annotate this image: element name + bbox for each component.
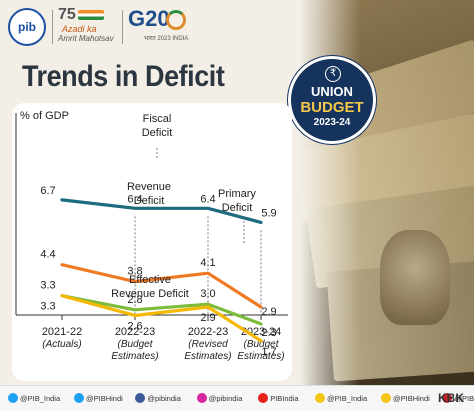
g20-subtitle: भारत 2023 INDIA [144,36,189,42]
x-tick-label: 2022-23 [188,326,228,338]
series-line [60,294,263,343]
social-link[interactable]: @PIBHindi [381,393,430,403]
divider [52,10,53,44]
series-annotation: Revenue Deficit [111,288,189,300]
social-link[interactable]: @PIB_India [315,393,367,403]
pinterest-icon [442,393,453,403]
g20-logo-text: G20 [128,6,170,31]
series-annotation: Primary [218,188,256,200]
pib-logo: pib [8,8,46,46]
data-label: 5.9 [261,207,276,219]
x-tick-label: 2022-23 [115,326,155,338]
series-annotation: Revenue [127,181,171,193]
x-tick-label: (Actuals) [42,339,81,350]
x-tick-label: (Budget [243,339,279,350]
chart-panel: % of GDP 2021-22 (Actuals) 2022-23 (Budget Es… [12,103,292,381]
social-link[interactable]: @PIB_India [8,393,60,403]
data-label: 6.7 [40,185,55,197]
header-logos: pib 75 Azadi ka Amrit Mahotsav G20 भारत … [0,0,300,52]
series-annotation: Deficit [142,127,173,139]
social-link[interactable]: @pibindia [196,393,243,403]
series-annotation: Fiscal [143,113,172,125]
x-tick-label: (Budget [117,339,153,350]
lotus-icon [166,10,186,30]
pib-logo-text: pib [18,20,36,34]
facebook-icon [135,393,146,403]
badge-line3: 2023-24 [313,117,351,128]
social-link[interactable]: @PIBHindi [74,393,123,403]
footer-social-bar: @PIB_India @PIBHindi @pibindia @pibindia PIB… [0,385,474,411]
instagram-icon [196,393,207,403]
x-tick-label: 2021-22 [42,326,82,338]
data-label: 2.8 [127,294,142,306]
social-handle: @pibindia [208,393,243,403]
union-budget-badge: ₹ UNION BUDGET 2023-24 [288,56,376,144]
social-link[interactable]: PIBIndia [258,393,299,403]
data-label: 3.8 [127,266,142,278]
data-label: 6.4 [127,193,142,205]
azadi-line1: Azadi ka [62,24,97,34]
social-handle: @PIB_India [20,393,61,403]
social-handle: @PIBHindi [86,393,123,403]
page-title: Trends in Deficit [22,60,225,93]
azadi-number: 75 [58,6,76,23]
series-line [60,198,263,225]
social-handle: @pibindia [147,393,181,403]
social-handle: @PIBIndia [454,393,474,403]
azadi-ka-amrit-mahotsav-logo: 75 Azadi ka Amrit Mahotsav [58,6,118,46]
data-label: 3.3 [40,301,55,313]
data-label: 2.9 [261,306,276,318]
x-tick-label: Estimates) [237,351,284,362]
data-label: 4.4 [40,249,55,261]
youtube-icon [258,393,269,403]
twitter-icon [74,393,84,403]
data-label: 4.1 [200,257,215,269]
flag-icon [78,10,104,20]
social-handle: @PIBHindi [393,393,430,403]
rupee-icon: ₹ [325,66,341,82]
series-annotation: Deficit [134,195,165,207]
social-link[interactable]: @pibindia [135,393,181,403]
banknote-portrait [380,230,450,325]
x-tick-label: Estimates) [111,351,158,362]
social-handle: @PIB_India [327,393,368,403]
y-axis-label: % of GDP [20,110,69,122]
x-tick-label: Estimates) [184,351,231,362]
badge-line1: UNION [311,84,353,99]
data-label: 3.0 [200,288,215,300]
koo-icon [381,393,391,403]
social-link[interactable]: @PIBIndia [442,393,474,403]
social-handle: PIBIndia [270,393,299,403]
data-label: 2.3 [261,327,276,339]
series-line [60,294,263,326]
koo-icon [315,393,325,403]
azadi-line2: Amrit Mahotsav [58,34,114,43]
data-label: 1.7 [261,346,276,358]
deficit-line-chart: % of GDP2021-22(Actuals)2022-23(BudgetEs… [15,110,288,362]
brand-mark: KBK [438,391,464,405]
x-tick-label: (Revised [188,339,228,350]
badge-line2: BUDGET [300,99,364,116]
data-label: 6.4 [200,193,215,205]
data-label: 2.9 [200,312,215,324]
g20-logo: G20 भारत 2023 INDIA [128,6,198,46]
data-label: 2.6 [127,320,142,332]
data-label: 3.3 [40,280,55,292]
twitter-icon [8,393,18,403]
divider [122,10,123,44]
series-line [60,263,263,309]
series-annotation: Effective [129,274,171,286]
series-annotation: Deficit [222,202,253,214]
